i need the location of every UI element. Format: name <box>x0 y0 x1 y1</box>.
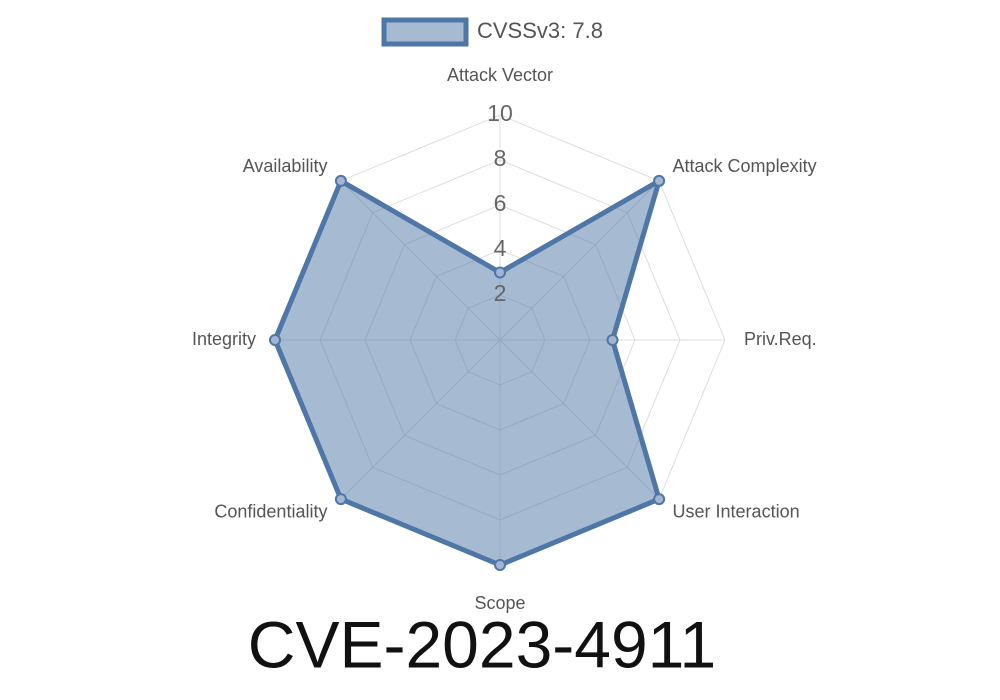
axis-label: Attack Vector <box>447 65 553 85</box>
data-point <box>334 174 347 187</box>
axis-label: Confidentiality <box>214 501 327 521</box>
axis-label: Scope <box>474 593 525 613</box>
data-point <box>494 559 506 571</box>
chart-title: CVE-2023-4911 <box>248 607 716 681</box>
r-tick-label: 4 <box>494 235 507 261</box>
legend-label: CVSSv3: 7.8 <box>477 18 603 43</box>
legend-swatch <box>381 17 469 47</box>
r-tick-label: 8 <box>494 145 507 171</box>
axis-label: Availability <box>243 156 328 176</box>
series-area <box>272 178 662 568</box>
data-point <box>334 493 347 506</box>
data-point <box>653 493 666 506</box>
axis-label: Priv.Req. <box>744 329 817 349</box>
axis-label: User Interaction <box>673 501 800 521</box>
data-point <box>269 334 281 346</box>
data-point <box>494 266 506 279</box>
r-tick-label: 10 <box>487 100 513 126</box>
axis-label: Integrity <box>192 329 256 349</box>
data-point <box>653 174 666 187</box>
r-tick-label: 6 <box>494 190 507 216</box>
axis-label: Attack Complexity <box>673 156 817 176</box>
r-tick-label: 2 <box>494 280 507 306</box>
data-point <box>606 334 619 346</box>
